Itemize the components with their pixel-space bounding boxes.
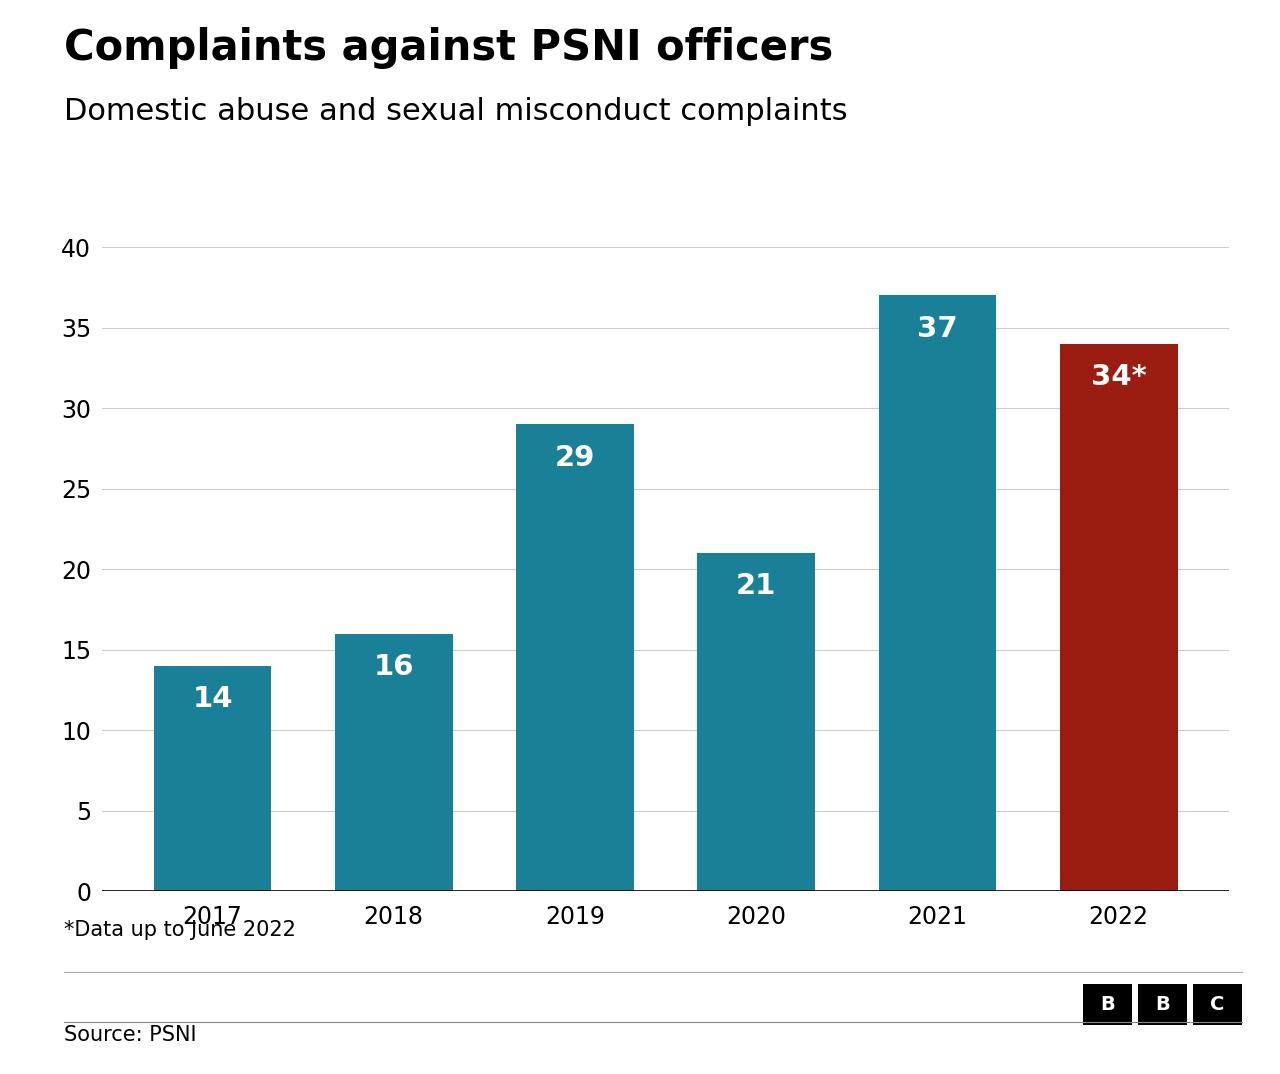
Bar [698, 553, 815, 891]
Text: 29: 29 [554, 444, 595, 471]
Bar [154, 666, 271, 891]
Text: Domestic abuse and sexual misconduct complaints: Domestic abuse and sexual misconduct com… [64, 97, 847, 126]
Text: B: B [1155, 995, 1170, 1014]
Text: Complaints against PSNI officers: Complaints against PSNI officers [64, 27, 833, 69]
Text: Source: PSNI: Source: PSNI [64, 1025, 197, 1045]
Text: C: C [1210, 995, 1225, 1014]
Text: B: B [1100, 995, 1115, 1014]
Text: 37: 37 [916, 315, 957, 343]
Text: 14: 14 [192, 685, 233, 713]
Bar [1060, 344, 1178, 891]
Text: *Data up to June 2022: *Data up to June 2022 [64, 919, 296, 940]
Text: 21: 21 [736, 572, 777, 600]
Text: 34*: 34* [1091, 363, 1147, 391]
Bar [516, 424, 634, 891]
Bar [878, 295, 996, 891]
Bar [335, 634, 453, 891]
Text: 16: 16 [374, 653, 413, 681]
